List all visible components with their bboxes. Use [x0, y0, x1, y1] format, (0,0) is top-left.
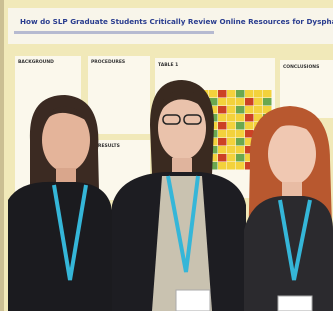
table-cell	[218, 122, 227, 130]
table-cell	[236, 138, 245, 146]
table-cell	[236, 90, 245, 98]
section-heading: RESULTS	[98, 143, 120, 149]
sweater	[8, 182, 112, 311]
title-banner	[8, 8, 333, 44]
table-cell	[218, 146, 227, 154]
section-heading: TABLE 1	[158, 62, 178, 68]
panel	[88, 56, 150, 134]
table-cell	[245, 106, 254, 114]
table-cell	[236, 130, 245, 138]
table-cell	[245, 98, 254, 106]
table-cell	[218, 162, 227, 170]
table-cell	[209, 90, 218, 98]
table-cell	[218, 138, 227, 146]
table-cell	[254, 98, 263, 106]
section-heading: PROCEDURES	[91, 59, 125, 65]
table-cell	[236, 98, 245, 106]
table-cell	[245, 114, 254, 122]
table-cell	[227, 106, 236, 114]
section-heading: CONCLUSIONS	[283, 64, 319, 70]
table-cell	[236, 146, 245, 154]
table-cell	[245, 122, 254, 130]
table-cell	[245, 90, 254, 98]
table-cell	[227, 122, 236, 130]
face	[268, 123, 316, 185]
table-cell	[227, 98, 236, 106]
table-cell	[227, 146, 236, 154]
table-cell	[218, 98, 227, 106]
badge	[278, 296, 312, 311]
table-cell	[227, 138, 236, 146]
table-cell	[227, 154, 236, 162]
table-cell	[254, 90, 263, 98]
table-cell	[227, 90, 236, 98]
table-cell	[254, 106, 263, 114]
table-cell	[236, 114, 245, 122]
table-cell	[236, 122, 245, 130]
table-cell	[236, 154, 245, 162]
photo: How do SLP Graduate Students Critically …	[0, 0, 333, 311]
table-cell	[218, 114, 227, 122]
table-cell	[227, 114, 236, 122]
table-cell	[263, 98, 272, 106]
table-cell	[236, 162, 245, 170]
table-cell	[227, 130, 236, 138]
table-cell	[236, 106, 245, 114]
table-cell	[227, 162, 236, 170]
section-heading: BACKGROUND	[18, 59, 54, 65]
table-cell	[218, 130, 227, 138]
table-cell	[263, 90, 272, 98]
poster-title: How do SLP Graduate Students Critically …	[20, 17, 333, 26]
badge	[176, 290, 210, 311]
table-cell	[218, 154, 227, 162]
author-line	[14, 31, 214, 34]
table-cell	[218, 90, 227, 98]
table-cell	[218, 106, 227, 114]
